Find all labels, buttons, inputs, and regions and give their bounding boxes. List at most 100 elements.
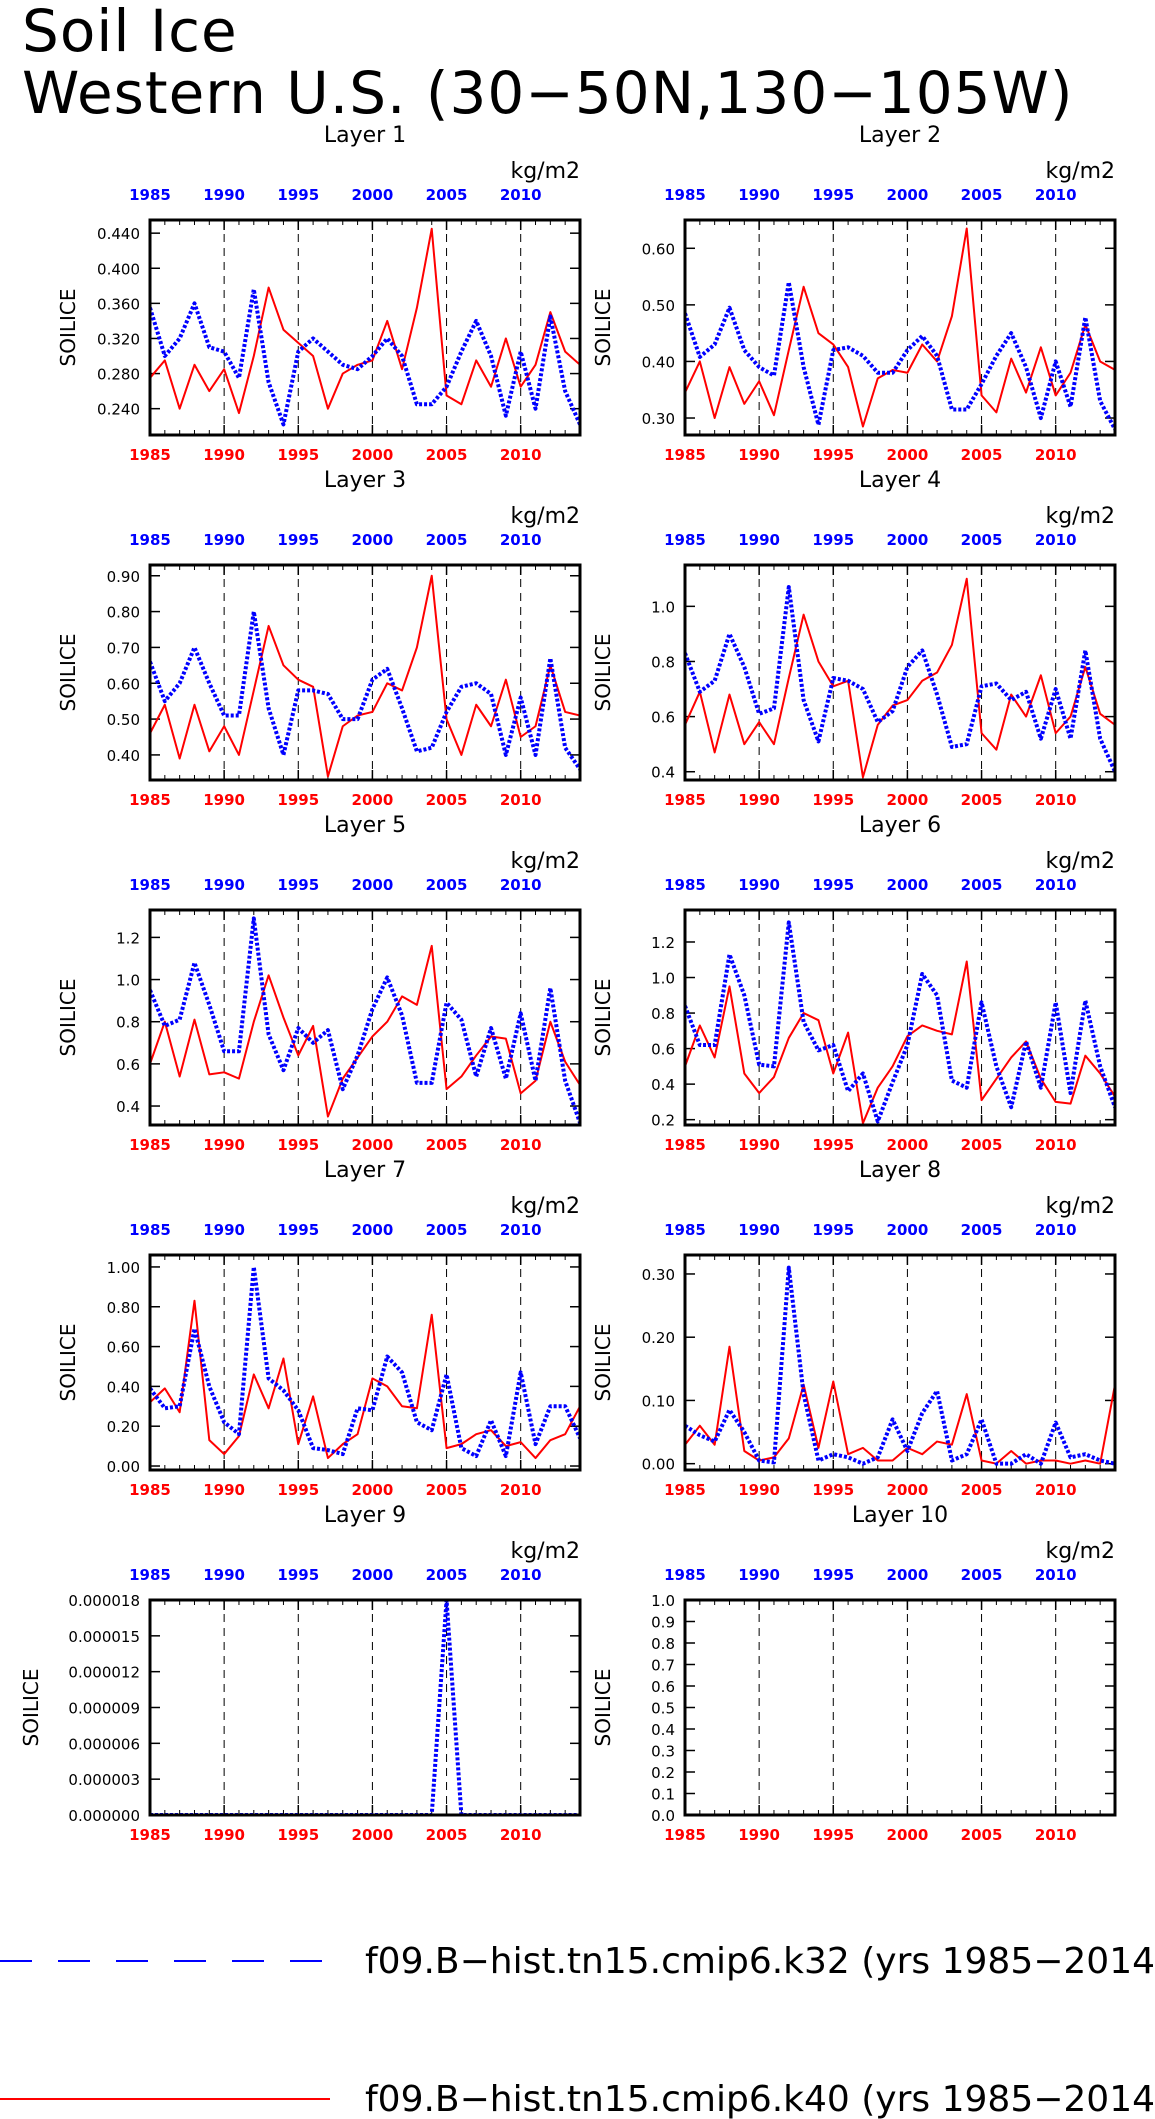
y-tick-label: 0.40 (107, 747, 140, 765)
series-line-k32 (685, 585, 1115, 773)
y-tick-label: 0.20 (642, 1329, 675, 1347)
x-tick-label-top: 2010 (500, 876, 542, 894)
x-tick-label-bottom: 1990 (738, 1481, 780, 1499)
y-tick-label: 0.90 (107, 568, 140, 586)
y-axis-label: SOILICE (591, 1324, 615, 1402)
series-line-k32 (685, 920, 1115, 1124)
plot-frame (148, 1253, 582, 1472)
x-tick-label-bottom: 1995 (812, 1826, 854, 1840)
units-label: kg/m2 (1045, 849, 1115, 874)
y-tick-label: 0.3 (651, 1743, 675, 1761)
x-tick-label-top: 1990 (738, 531, 780, 549)
y-tick-label: 0.60 (107, 1339, 140, 1357)
x-tick-label-bottom: 1985 (664, 1136, 706, 1154)
x-tick-label-bottom: 2010 (500, 791, 542, 809)
y-axis-label: SOILICE (591, 1669, 615, 1747)
x-tick-label-bottom: 2010 (500, 1826, 542, 1840)
x-tick-label-top: 1985 (129, 1566, 171, 1584)
x-tick-label-bottom: 2010 (1035, 1136, 1077, 1154)
x-tick-label-bottom: 1990 (203, 1481, 245, 1499)
y-axis-label: SOILICE (56, 289, 80, 367)
plot-frame (148, 1598, 582, 1817)
panel-title: Layer 8 (859, 1158, 941, 1183)
y-axis-label: SOILICE (591, 979, 615, 1057)
y-tick-label: 0.50 (107, 711, 140, 729)
x-tick-label-bottom: 1990 (203, 791, 245, 809)
panel-title: Layer 4 (859, 468, 941, 493)
x-tick-label-top: 1995 (277, 186, 319, 204)
x-tick-label-bottom: 2010 (1035, 1826, 1077, 1840)
series-line-k40 (150, 944, 580, 1118)
y-tick-label: 0.4 (651, 1721, 675, 1739)
y-tick-label: 1.0 (651, 970, 675, 988)
y-tick-label: 0.000006 (68, 1735, 140, 1753)
y-tick-label: 0.000018 (68, 1592, 140, 1610)
y-tick-label: 0.4 (651, 1076, 675, 1094)
x-tick-label-bottom: 1985 (664, 446, 706, 464)
y-tick-label: 0.1 (651, 1786, 675, 1804)
panel-title: Layer 3 (324, 468, 406, 493)
x-tick-label-top: 1990 (738, 876, 780, 894)
y-axis-label: SOILICE (56, 1324, 80, 1402)
x-tick-label-top: 2005 (961, 876, 1003, 894)
x-tick-label-top: 2010 (500, 186, 542, 204)
panel-title: Layer 7 (324, 1158, 406, 1183)
x-tick-label-bottom: 1990 (203, 1136, 245, 1154)
y-tick-label: 0.8 (651, 1635, 675, 1653)
x-tick-label-bottom: 2005 (426, 1136, 468, 1154)
x-tick-label-top: 2005 (961, 186, 1003, 204)
y-tick-label: 0.4 (651, 764, 675, 782)
x-tick-label-bottom: 2010 (500, 1481, 542, 1499)
plot-frame (148, 218, 582, 437)
x-tick-label-top: 1995 (812, 1566, 854, 1584)
title-line-1: Soil Ice (22, 0, 238, 65)
y-tick-label: 0.7 (651, 1657, 675, 1675)
layer-panels: Layer 1 kg/m2 SOILICE 1985 1985 1990 1990 1995 1… (19, 123, 1117, 1840)
units-label: kg/m2 (1045, 1194, 1115, 1219)
plot-frame (148, 563, 582, 782)
x-tick-label-bottom: 1985 (664, 791, 706, 809)
units-label: kg/m2 (510, 159, 580, 184)
legend-label-k32: f09.B−hist.tn15.cmip6.k32 (yrs 1985−2014… (365, 1941, 1155, 1982)
y-tick-label: 0.2 (651, 1764, 675, 1782)
x-tick-label-top: 1990 (738, 1566, 780, 1584)
x-tick-label-bottom: 2005 (961, 791, 1003, 809)
x-tick-label-bottom: 2000 (352, 1481, 394, 1499)
x-tick-label-top: 2010 (1035, 1566, 1077, 1584)
x-tick-label-top: 2000 (887, 1221, 929, 1239)
panel-title: Layer 9 (324, 1503, 406, 1528)
y-tick-label: 0.280 (97, 366, 140, 384)
y-tick-label: 0.400 (97, 260, 140, 278)
y-tick-label: 0.10 (642, 1392, 675, 1410)
x-tick-label-bottom: 1995 (277, 1826, 319, 1840)
y-tick-label: 0.00 (107, 1458, 140, 1476)
x-tick-label-top: 1985 (129, 186, 171, 204)
x-tick-label-top: 2000 (352, 1566, 394, 1584)
y-tick-label: 0.6 (116, 1056, 140, 1074)
y-tick-label: 1.0 (651, 598, 675, 616)
x-tick-label-top: 2000 (887, 876, 929, 894)
x-tick-label-top: 2005 (961, 531, 1003, 549)
plot-frame (683, 1598, 1117, 1817)
series-line-k32 (150, 1264, 580, 1459)
x-tick-label-bottom: 1995 (812, 1481, 854, 1499)
y-tick-label: 0.40 (642, 353, 675, 371)
y-tick-label: 0.000000 (68, 1807, 140, 1825)
series-line-k32 (150, 287, 580, 427)
panel-title: Layer 10 (852, 1503, 948, 1528)
x-tick-label-top: 2000 (352, 1221, 394, 1239)
units-label: kg/m2 (510, 1194, 580, 1219)
y-tick-label: 0.320 (97, 330, 140, 348)
panel-layer-9: Layer 9 kg/m2 SOILICE 1985 1985 1990 1990 1995 1… (19, 1503, 582, 1840)
panel-layer-5: Layer 5 kg/m2 SOILICE 1985 1985 1990 1990 1995 1… (56, 813, 582, 1154)
x-tick-label-bottom: 2000 (887, 1826, 929, 1840)
x-tick-label-bottom: 1990 (203, 1826, 245, 1840)
y-tick-label: 0.6 (651, 709, 675, 727)
x-tick-label-bottom: 2000 (887, 1136, 929, 1154)
y-tick-label: 0.0 (651, 1807, 675, 1825)
x-tick-label-bottom: 2010 (500, 1136, 542, 1154)
series-line-k40 (685, 227, 1115, 428)
x-tick-label-bottom: 2005 (961, 1826, 1003, 1840)
y-tick-label: 1.2 (116, 929, 140, 947)
x-tick-label-bottom: 2000 (352, 791, 394, 809)
